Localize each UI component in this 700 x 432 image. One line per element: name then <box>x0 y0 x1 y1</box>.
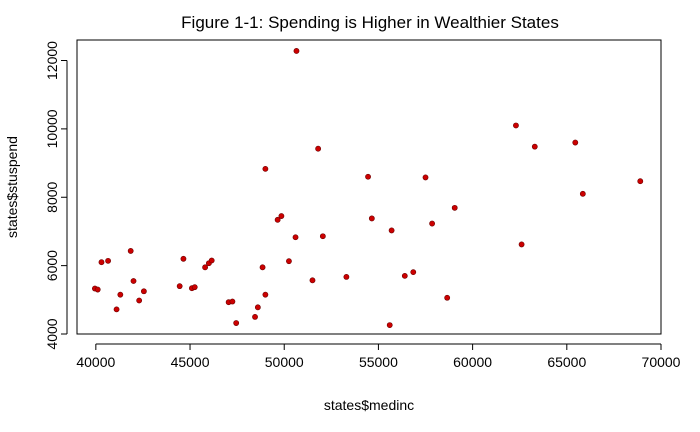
x-tick-label: 50000 <box>265 354 304 370</box>
scatter-point <box>286 258 292 265</box>
scatter-point <box>531 143 538 150</box>
scatter-point <box>229 298 236 305</box>
x-tick-label: 70000 <box>642 354 681 370</box>
y-tick-label: 6000 <box>44 250 60 281</box>
scatter-point <box>293 48 300 54</box>
x-tick-label: 40000 <box>76 354 115 370</box>
scatter-point <box>98 259 105 266</box>
plot-frame <box>76 39 662 335</box>
scatter-point <box>113 306 120 313</box>
scatter-point <box>252 314 258 320</box>
scatter-point <box>262 291 269 298</box>
scatter-point <box>127 248 134 254</box>
scatter-point <box>572 139 579 146</box>
x-tick-label: 45000 <box>171 354 210 370</box>
scatter-point <box>117 291 124 298</box>
scatter-point <box>140 288 147 295</box>
x-tick-label: 60000 <box>453 354 492 370</box>
scatter-point <box>319 233 326 240</box>
scatter-point <box>233 320 240 326</box>
x-axis-label: states$medinc <box>324 397 414 413</box>
scatter-point <box>254 304 261 311</box>
scatter-point <box>518 241 525 248</box>
scatter-point <box>136 297 143 304</box>
scatter-point <box>368 215 375 222</box>
scatter-point <box>94 286 101 293</box>
scatter-point <box>262 165 269 172</box>
scatter-point <box>386 322 393 329</box>
scatter-point <box>105 257 111 264</box>
x-axis: 40000 45000 50000 55000 60000 65000 70000 <box>76 343 681 370</box>
scatter-point <box>309 277 316 284</box>
scatter-point <box>315 145 322 152</box>
scatter-point <box>259 264 266 271</box>
scatter-point <box>401 272 408 279</box>
data-points <box>91 48 644 329</box>
scatter-point <box>451 204 458 211</box>
scatter-point <box>278 213 285 219</box>
scatter-point <box>292 234 299 241</box>
y-tick-label: 10000 <box>44 109 60 148</box>
scatter-point <box>191 284 198 291</box>
scatter-point <box>202 264 209 271</box>
scatter-point <box>637 178 644 185</box>
scatter-point <box>429 220 436 227</box>
scatter-point <box>343 274 350 280</box>
scatter-point <box>388 227 395 234</box>
scatter-point <box>180 255 187 262</box>
scatter-point <box>274 216 281 223</box>
scatter-point <box>410 269 417 276</box>
y-tick-label: 8000 <box>44 181 60 212</box>
scatter-point <box>444 294 451 301</box>
scatter-point <box>208 257 215 264</box>
scatter-point <box>365 173 371 180</box>
x-tick-label: 65000 <box>547 354 586 370</box>
chart-title: Figure 1-1: Spending is Higher in Wealth… <box>181 13 559 32</box>
y-tick-label: 4000 <box>44 318 60 349</box>
scatter-point <box>130 278 137 284</box>
scatter-point <box>422 174 429 181</box>
scatter-point <box>579 190 586 197</box>
y-axis-label: states$stuspend <box>4 136 20 238</box>
x-tick-label: 55000 <box>359 354 398 370</box>
scatter-point <box>176 283 183 290</box>
y-tick-label: 12000 <box>44 41 60 80</box>
y-axis: 4000 6000 8000 10000 12000 <box>44 41 68 350</box>
scatter-point <box>513 122 519 129</box>
